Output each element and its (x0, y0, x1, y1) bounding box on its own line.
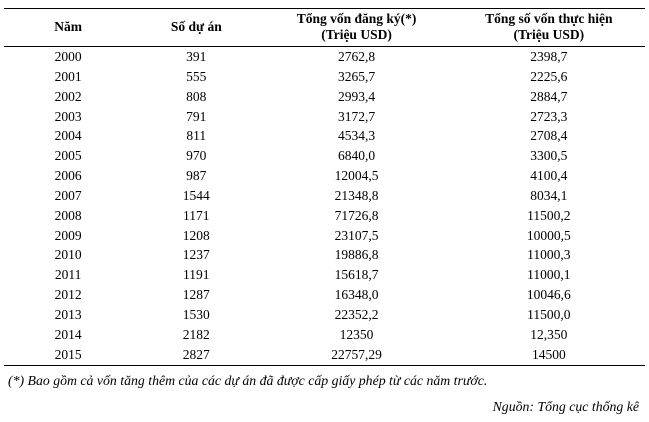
year-cell: 2011 (54, 267, 82, 283)
project-count-cell: 2827 (182, 346, 210, 362)
registered-capital-cell: 12004,5 (334, 168, 379, 184)
year-cell: 2013 (54, 306, 82, 322)
registered-capital-cell: 6840,0 (337, 148, 376, 164)
registered-capital-cell: 3265,7 (337, 68, 376, 84)
column-header-year: Năm (4, 8, 133, 47)
registered-capital-cell: 22352,2 (334, 306, 379, 322)
implemented-capital-cell: 4100,4 (530, 168, 568, 184)
project-count-cell: 2182 (182, 326, 210, 342)
year-cell: 2009 (54, 227, 82, 243)
registered-capital-cell: 22757,29 (331, 346, 382, 362)
year-cell: 2015 (54, 346, 82, 362)
year-cell: 2003 (54, 108, 82, 124)
registered-capital-cell: 2993,4 (337, 88, 376, 104)
year-cell: 2007 (54, 187, 82, 203)
registered-capital-cell: 4534,3 (337, 128, 376, 144)
registered-capital-cell: 21348,8 (334, 187, 379, 203)
year-cell: 2001 (54, 68, 82, 84)
project-count-cell: 1171 (183, 207, 210, 223)
implemented-capital-cell: 2884,7 (530, 88, 568, 104)
implemented-capital-cell: 11500,0 (527, 306, 571, 322)
column-header-project-count-label: Số dự án (170, 19, 222, 34)
project-count-cell: 1191 (183, 267, 210, 283)
year-cell: 2012 (54, 287, 82, 303)
registered-capital-cell: 12350 (339, 326, 374, 342)
implemented-capital-cell: 10046,6 (526, 287, 571, 303)
column-header-implemented-capital-label: Tổng số vốn thực hiện (485, 11, 613, 26)
year-cell: 2004 (54, 128, 82, 144)
implemented-capital-cell: 2723,3 (530, 108, 568, 124)
implemented-capital-cell: 2398,7 (530, 49, 568, 64)
implemented-capital-cell: 14500 (531, 346, 566, 362)
column-header-registered-capital: Tổng vốn đăng ký(*) (Triệu USD) (260, 8, 453, 47)
table-row: 2004 811 4534,3 2708,4 (4, 126, 645, 146)
table-row: 2010 1237 19886,8 11000,3 (4, 245, 645, 265)
table-row: 2002 808 2993,4 2884,7 (4, 87, 645, 107)
column-header-registered-capital-unit: (Triệu USD) (321, 27, 392, 42)
table-row: 2001 555 3265,7 2225,6 (4, 67, 645, 87)
table-row: 2011 1191 15618,7 11000,1 (4, 265, 645, 285)
implemented-capital-cell: 11500,2 (527, 207, 571, 223)
registered-capital-cell: 15618,7 (334, 267, 379, 283)
year-cell: 2000 (54, 49, 82, 64)
project-count-cell: 1287 (182, 287, 210, 303)
registered-capital-cell: 19886,8 (334, 247, 379, 263)
implemented-capital-cell: 11000,1 (527, 267, 571, 283)
table-row: 2009 1208 23107,5 10000,5 (4, 226, 645, 246)
table-row: 2006 987 12004,5 4100,4 (4, 166, 645, 186)
table-header-row: Năm Số dự án Tổng vốn đăng ký(*) (Triệu … (4, 8, 645, 47)
registered-capital-cell: 3172,7 (337, 108, 376, 124)
year-cell: 2002 (54, 88, 82, 104)
implemented-capital-cell: 3300,5 (530, 148, 568, 164)
project-count-cell: 808 (186, 88, 207, 104)
table-row: 2003 791 3172,7 2723,3 (4, 107, 645, 127)
registered-capital-cell: 2762,8 (337, 49, 376, 64)
year-cell: 2010 (54, 247, 82, 263)
column-header-registered-capital-label: Tổng vốn đăng ký(*) (296, 11, 417, 26)
year-cell: 2014 (54, 326, 82, 342)
registered-capital-cell: 71726,8 (334, 207, 379, 223)
table-row: 2014 2182 12350 12,350 (4, 325, 645, 345)
implemented-capital-cell: 11000,3 (527, 247, 571, 263)
project-count-cell: 791 (186, 108, 207, 124)
table-row: 2008 1171 71726,8 11500,2 (4, 206, 645, 226)
project-count-cell: 555 (186, 68, 207, 84)
year-cell: 2005 (54, 148, 82, 164)
project-count-cell: 970 (186, 148, 207, 164)
column-header-year-label: Năm (54, 19, 82, 34)
implemented-capital-cell: 2225,6 (530, 68, 568, 84)
table-row: 2013 1530 22352,2 11500,0 (4, 305, 645, 325)
column-header-project-count: Số dự án (132, 8, 261, 47)
table-row: 2015 2827 22757,29 14500 (4, 345, 645, 365)
table-row: 2012 1287 16348,0 10046,6 (4, 285, 645, 305)
implemented-capital-cell: 2708,4 (530, 128, 568, 144)
year-cell: 2006 (54, 168, 82, 184)
project-count-cell: 1544 (182, 187, 210, 203)
year-cell: 2008 (54, 207, 82, 223)
project-count-cell: 1208 (182, 227, 210, 243)
column-header-implemented-capital-unit: (Triệu USD) (513, 27, 585, 42)
fdi-statistics-table: Năm Số dự án Tổng vốn đăng ký(*) (Triệu … (4, 8, 645, 366)
table-footnote: (*) Bao gồm cả vốn tăng thêm của các dự … (8, 373, 488, 388)
column-header-implemented-capital: Tổng số vốn thực hiện (Triệu USD) (452, 8, 645, 47)
table-row: 2007 1544 21348,8 8034,1 (4, 186, 645, 206)
implemented-capital-cell: 8034,1 (530, 187, 568, 203)
registered-capital-cell: 16348,0 (334, 287, 379, 303)
table-row: 2000 391 2762,8 2398,7 (4, 47, 645, 67)
registered-capital-cell: 23107,5 (334, 227, 379, 243)
project-count-cell: 391 (186, 49, 207, 64)
project-count-cell: 987 (186, 168, 207, 184)
source-attribution: Nguồn: Tổng cục thống kê (492, 399, 639, 414)
project-count-cell: 1530 (182, 306, 210, 322)
table-row: 2005 970 6840,0 3300,5 (4, 146, 645, 166)
implemented-capital-cell: 10000,5 (526, 227, 571, 243)
implemented-capital-cell: 12,350 (530, 326, 568, 342)
project-count-cell: 1237 (182, 247, 210, 263)
project-count-cell: 811 (186, 128, 207, 144)
table-body: 2000 391 2762,8 2398,7 2001 555 3265,7 2225,6 20… (4, 47, 645, 366)
